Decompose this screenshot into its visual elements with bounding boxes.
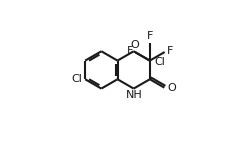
- Text: Cl: Cl: [71, 74, 82, 84]
- Text: Cl: Cl: [155, 57, 165, 67]
- Text: O: O: [167, 83, 176, 93]
- Text: F: F: [127, 46, 133, 56]
- Text: O: O: [130, 40, 139, 50]
- Text: F: F: [167, 46, 173, 56]
- Text: NH: NH: [126, 90, 143, 100]
- Text: F: F: [147, 32, 153, 41]
